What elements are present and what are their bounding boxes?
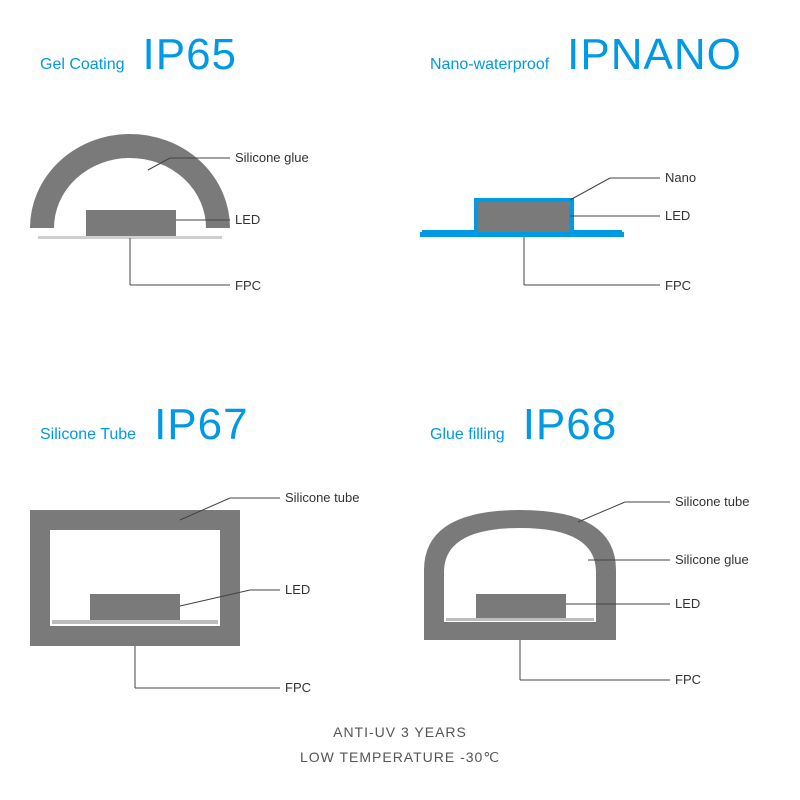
panel-ip67: Silicone Tube IP67 Silicone tube LED FPC bbox=[20, 400, 400, 720]
label-fpc: FPC bbox=[675, 672, 701, 687]
label-led: LED bbox=[665, 208, 690, 223]
title-row: Glue filling IP68 bbox=[430, 400, 790, 450]
subtitle: Nano-waterproof bbox=[430, 56, 549, 74]
panel-ipnano: Nano-waterproof IPNANO Nano LED FPC bbox=[410, 30, 790, 350]
ip65-svg bbox=[20, 100, 400, 330]
label-fpc: FPC bbox=[665, 278, 691, 293]
ipnano-svg bbox=[410, 100, 790, 330]
subtitle: Gel Coating bbox=[40, 56, 125, 74]
diagram-ipnano: Nano LED FPC bbox=[410, 100, 790, 330]
label-led: LED bbox=[285, 582, 310, 597]
subtitle: Silicone Tube bbox=[40, 426, 136, 444]
footer: ANTI-UV 3 YEARS LOW TEMPERATURE -30℃ bbox=[0, 720, 800, 770]
title-row: Silicone Tube IP67 bbox=[40, 400, 400, 450]
rating: IP68 bbox=[523, 400, 618, 450]
label-fpc: FPC bbox=[235, 278, 261, 293]
label-led: LED bbox=[235, 212, 260, 227]
footer-line2: LOW TEMPERATURE -30℃ bbox=[0, 745, 800, 770]
label-silicone-tube: Silicone tube bbox=[285, 490, 359, 505]
label-silicone-tube: Silicone tube bbox=[675, 494, 749, 509]
panel-ip65: Gel Coating IP65 Silicone glue LED FPC bbox=[20, 30, 400, 350]
label-silicone-glue: Silicone glue bbox=[235, 150, 309, 165]
footer-line1: ANTI-UV 3 YEARS bbox=[0, 720, 800, 745]
title-row: Nano-waterproof IPNANO bbox=[430, 30, 790, 80]
diagram-ip67: Silicone tube LED FPC bbox=[20, 470, 400, 700]
subtitle: Glue filling bbox=[430, 426, 505, 444]
panel-ip68: Glue filling IP68 Silicone tu bbox=[410, 400, 790, 720]
label-nano: Nano bbox=[665, 170, 696, 185]
title-row: Gel Coating IP65 bbox=[40, 30, 400, 80]
diagram-ip65: Silicone glue LED FPC bbox=[20, 100, 400, 330]
diagram-ip68: Silicone tube Silicone glue LED FPC bbox=[410, 470, 790, 700]
rating: IPNANO bbox=[567, 30, 742, 80]
ip67-svg bbox=[20, 470, 400, 730]
label-silicone-glue: Silicone glue bbox=[675, 552, 749, 567]
label-fpc: FPC bbox=[285, 680, 311, 695]
rating: IP67 bbox=[154, 400, 249, 450]
ip68-svg bbox=[410, 470, 790, 730]
label-led: LED bbox=[675, 596, 700, 611]
rating: IP65 bbox=[143, 30, 238, 80]
